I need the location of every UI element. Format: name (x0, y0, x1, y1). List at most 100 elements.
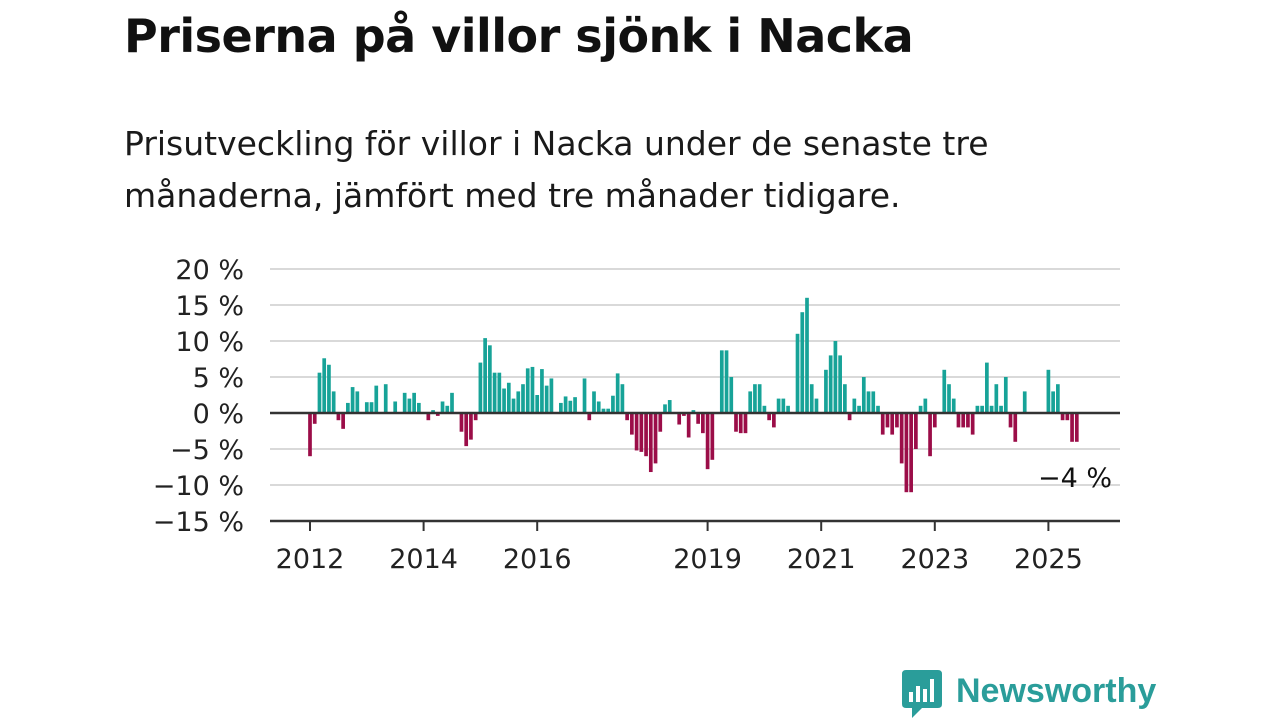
bar (374, 385, 379, 413)
bar (648, 413, 653, 473)
bar (369, 402, 374, 413)
bar (682, 413, 686, 416)
bar (951, 398, 956, 413)
bar (1008, 413, 1013, 428)
bar (1051, 391, 1055, 413)
bar (440, 401, 445, 413)
bar (393, 401, 398, 413)
x-tick-label: 2025 (1014, 544, 1083, 575)
bar (800, 312, 805, 413)
y-tick-label: 5 % (193, 363, 244, 394)
bar (914, 413, 918, 449)
bar (880, 413, 885, 435)
bar (459, 413, 464, 432)
bar (511, 398, 516, 413)
bar (762, 405, 767, 413)
bar (364, 402, 369, 413)
bar (757, 384, 762, 413)
bar (322, 358, 327, 413)
bar (530, 366, 535, 413)
bar (426, 413, 431, 421)
bar (615, 373, 620, 413)
bar (601, 408, 606, 413)
bar (701, 413, 705, 434)
bar (350, 387, 355, 413)
bar (582, 378, 587, 413)
bar (483, 338, 487, 413)
bar (677, 413, 682, 425)
bar (630, 413, 634, 435)
bar (473, 413, 478, 421)
bar (1074, 413, 1079, 442)
bar (686, 413, 691, 438)
bar (814, 398, 819, 413)
y-tick-label: −15 % (153, 507, 244, 538)
bar (667, 400, 672, 413)
bar (1065, 413, 1070, 421)
bar (871, 391, 876, 413)
bar (625, 413, 629, 421)
bar (521, 384, 525, 413)
x-tick-label: 2014 (389, 544, 458, 575)
bar (596, 401, 601, 413)
bar (772, 413, 776, 428)
bar (985, 362, 989, 413)
bar (724, 350, 729, 413)
bar (644, 413, 648, 457)
bar (956, 413, 961, 428)
bar (445, 405, 450, 413)
bar (748, 391, 753, 413)
bar (516, 391, 521, 413)
bar (1003, 377, 1008, 413)
bar (833, 341, 838, 413)
bar (928, 413, 932, 457)
bar (743, 413, 748, 434)
y-tick-label: 15 % (175, 291, 244, 322)
bar (691, 410, 696, 413)
y-tick-label: 10 % (175, 327, 244, 358)
bar (327, 364, 331, 413)
bar (544, 385, 549, 413)
grid-lines (270, 268, 1120, 486)
x-tick-label: 2019 (673, 544, 742, 575)
bar (331, 391, 336, 413)
newsworthy-logo[interactable]: Newsworthy (902, 670, 1156, 720)
bar (861, 377, 866, 413)
bar (620, 384, 625, 413)
bar (942, 369, 947, 413)
bar (1056, 384, 1060, 413)
bar (559, 402, 563, 413)
bar (696, 413, 700, 424)
bar (786, 405, 790, 413)
bar (1060, 413, 1065, 421)
bar (587, 413, 592, 421)
bar (435, 413, 440, 416)
bar (970, 413, 975, 435)
bar (809, 384, 814, 413)
bar (890, 413, 895, 435)
bar (346, 402, 350, 413)
bar (450, 392, 454, 413)
bar (980, 405, 984, 413)
bar (753, 384, 757, 413)
bar (502, 388, 506, 413)
bar (535, 395, 540, 413)
y-axis-ticks: 20 % 15 % 10 % 5 % 0 % −5 % −10 % −15 % (153, 255, 244, 538)
bar (1022, 391, 1027, 413)
bar (497, 372, 502, 413)
bar (417, 402, 421, 413)
newsworthy-logo-icon (902, 670, 942, 718)
bar (729, 377, 734, 413)
bar (781, 398, 786, 413)
bar (795, 333, 800, 413)
bar (540, 369, 544, 413)
bar (824, 369, 828, 413)
bar (975, 405, 980, 413)
chart-subtitle: Prisutveckling för villor i Nacka under … (124, 124, 989, 215)
bar (431, 410, 435, 413)
bar (947, 384, 951, 413)
bar (1013, 413, 1018, 442)
bar (639, 413, 644, 452)
bar (989, 405, 994, 413)
bar (776, 398, 781, 413)
